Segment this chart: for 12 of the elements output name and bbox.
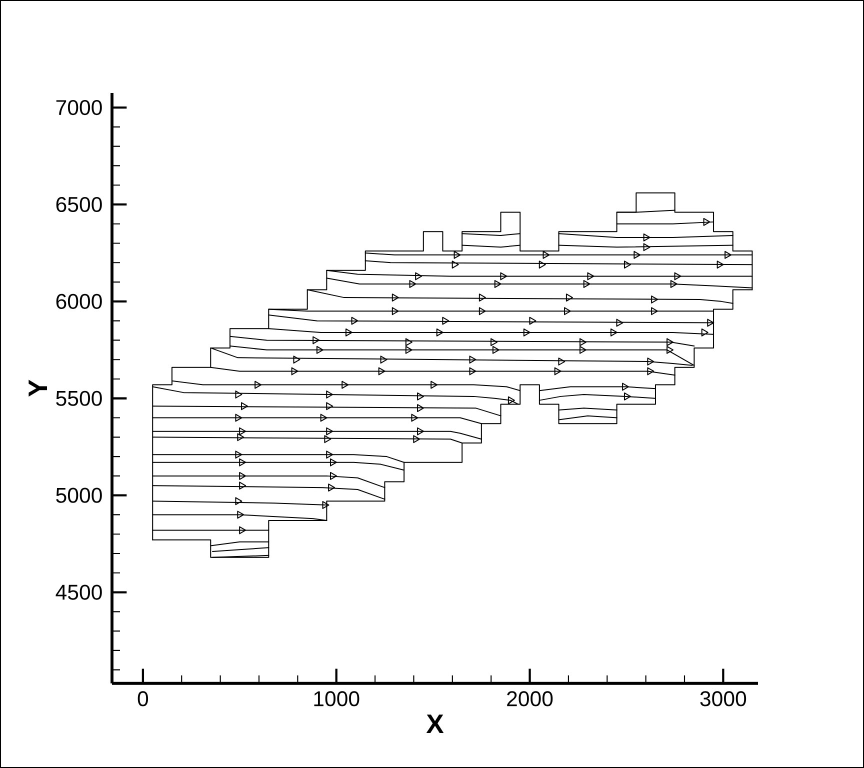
y-tick-label: 4500 [56, 584, 102, 600]
y-axis-title: Y [28, 380, 48, 397]
x-tick-label: 2000 [507, 691, 553, 706]
x-axis-title: X [426, 714, 444, 733]
x-tick-label: 3000 [700, 691, 746, 706]
y-tick-label: 6500 [56, 196, 102, 212]
y-tick-label: 6000 [56, 294, 102, 309]
y-tick-label: 5000 [56, 488, 102, 503]
x-tick-label: 0 [138, 691, 148, 706]
y-tick-label: 5500 [56, 390, 102, 406]
y-tick-label: 7000 [56, 100, 102, 116]
x-tick-label: 1000 [314, 691, 360, 706]
